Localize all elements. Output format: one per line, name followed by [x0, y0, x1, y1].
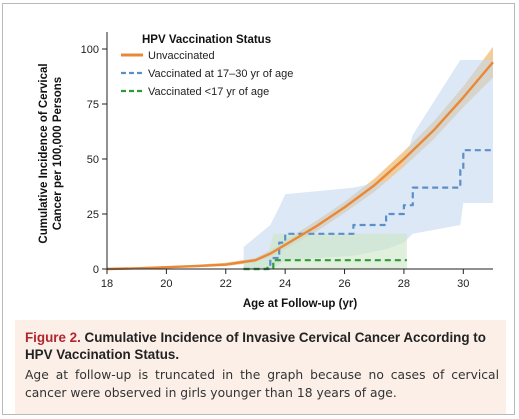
y-tick-label-0: 0 [93, 264, 99, 276]
line-unvaccinated [106, 61, 494, 271]
y-tick-label-100: 100 [81, 44, 99, 56]
legend-label-unvaccinated: Unvaccinated [148, 50, 215, 62]
chart-svg: 0 25 50 75 100 18 20 22 24 26 28 30 Cumulative Inci… [38, 32, 494, 310]
x-axis-title: Age at Follow-up (yr) [243, 298, 358, 310]
axes: 0 25 50 75 100 18 20 22 24 26 28 30 [81, 32, 493, 290]
figure-caption: Figure 2. Cumulative Incidence of Invasi… [15, 320, 506, 414]
legend-title: HPV Vaccination Status [142, 34, 271, 46]
figure-title: Figure 2. Cumulative Incidence of Invasi… [25, 329, 499, 363]
figure-label: Figure 2. [25, 330, 81, 345]
line-vaccinated-17-yr-of-age [243, 259, 407, 271]
x-tick-label-20: 20 [160, 278, 172, 290]
x-tick-label-26: 26 [338, 278, 350, 290]
legend-items: Unvaccinated Vaccinated at 17–30 yr of ag… [121, 50, 293, 98]
x-tick-label-30: 30 [457, 278, 469, 290]
legend-label-vaccinated-17-yr-of-age: Vaccinated <17 yr of age [148, 86, 269, 98]
band-vaccinated-at-17-30-yr-of-age [243, 60, 493, 269]
y-tick-label-25: 25 [87, 209, 99, 221]
y-tick-label-75: 75 [87, 99, 99, 111]
plot-panel: 0 25 50 75 100 18 20 22 24 26 28 30 Cumulative Inci… [17, 16, 505, 316]
figure-frame: 0 25 50 75 100 18 20 22 24 26 28 30 Cumulative Inci… [2, 3, 515, 415]
series-lines [106, 61, 494, 271]
x-tick-label-28: 28 [398, 278, 410, 290]
line-vaccinated-at-17-30-yr-of-age [243, 149, 493, 271]
x-tick-label-24: 24 [279, 278, 291, 290]
y-tick-label-50: 50 [87, 154, 99, 166]
x-tick-label-22: 22 [220, 278, 232, 290]
y-axis-title-line-1: Cumulative Incidence of Cervical [38, 63, 50, 243]
figure-title-text: Cumulative Incidence of Invasive Cervica… [25, 330, 486, 362]
y-axis-title-line-2: Cancer per 100,000 Persons [52, 77, 64, 230]
figure-description: Age at follow-up is truncated in the gra… [25, 368, 499, 400]
x-tick-label-18: 18 [101, 278, 113, 290]
legend-label-vaccinated-at-17-30-yr-of-age: Vaccinated at 17–30 yr of age [148, 68, 293, 80]
legend: HPV Vaccination Status Unvaccinated Vacci… [121, 34, 293, 98]
